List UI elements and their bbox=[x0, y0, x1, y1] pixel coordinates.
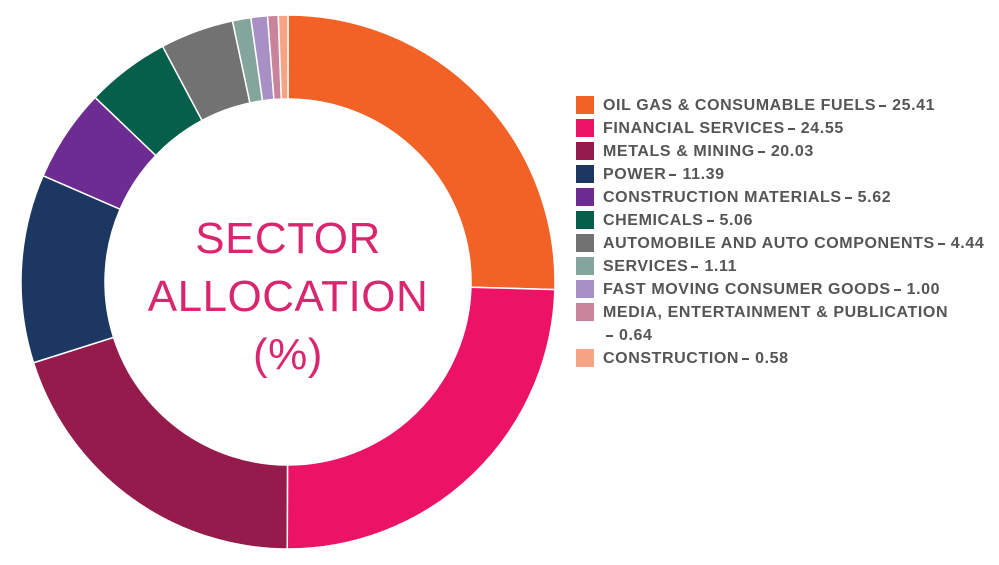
legend-name: AUTOMOBILE AND AUTO COMPONENTS bbox=[603, 235, 935, 252]
legend-name: MEDIA, ENTERTAINMENT & PUBLICATION bbox=[603, 304, 949, 321]
legend-separator bbox=[606, 334, 613, 337]
legend-label: AUTOMOBILE AND AUTO COMPONENTS 4.44 bbox=[603, 232, 988, 255]
legend-item: AUTOMOBILE AND AUTO COMPONENTS 4.44 bbox=[576, 232, 991, 255]
chart-title: SECTOR ALLOCATION (%) bbox=[147, 214, 429, 379]
legend-separator bbox=[669, 173, 677, 176]
legend-value: 1.00 bbox=[906, 281, 941, 298]
legend-item: FAST MOVING CONSUMER GOODS 1.00 bbox=[576, 278, 991, 301]
legend-swatch bbox=[576, 280, 594, 298]
donut-slice bbox=[277, 14, 289, 100]
legend-label: FINANCIAL SERVICES 24.55 bbox=[603, 117, 988, 140]
legend-name: METALS & MINING bbox=[603, 143, 755, 160]
legend-item: MEDIA, ENTERTAINMENT & PUBLICATION 0.64 bbox=[576, 301, 991, 347]
legend-swatch bbox=[576, 234, 594, 252]
legend-value-wrap: 1.00 bbox=[891, 278, 941, 301]
legend-item: FINANCIAL SERVICES 24.55 bbox=[576, 117, 991, 140]
legend-label: CONSTRUCTION 0.58 bbox=[603, 347, 988, 370]
legend-item: CONSTRUCTION 0.58 bbox=[576, 347, 991, 370]
legend-separator bbox=[742, 357, 750, 360]
legend-swatch bbox=[576, 96, 594, 114]
legend-name: SERVICES bbox=[603, 258, 689, 275]
legend-value-wrap: 5.06 bbox=[704, 209, 754, 232]
legend-name: CONSTRUCTION MATERIALS bbox=[603, 189, 842, 206]
legend-label: POWER 11.39 bbox=[603, 163, 988, 186]
legend-label: CHEMICALS 5.06 bbox=[603, 209, 988, 232]
legend: OIL GAS & CONSUMABLE FUELS 25.41 FINANCIAL… bbox=[576, 94, 991, 370]
legend-separator bbox=[893, 288, 901, 291]
legend-name: OIL GAS & CONSUMABLE FUELS bbox=[603, 97, 877, 114]
legend-separator bbox=[844, 196, 852, 199]
legend-swatch bbox=[576, 119, 594, 137]
legend-value: 11.39 bbox=[682, 166, 725, 183]
legend-item: CONSTRUCTION MATERIALS 5.62 bbox=[576, 186, 991, 209]
legend-value-wrap: 4.44 bbox=[935, 232, 985, 255]
legend-swatch bbox=[576, 303, 594, 321]
legend-item: CHEMICALS 5.06 bbox=[576, 209, 991, 232]
legend-value-wrap: 0.64 bbox=[603, 324, 653, 347]
legend-value: 24.55 bbox=[800, 120, 844, 137]
legend-value: 20.03 bbox=[770, 143, 814, 160]
chart bbox=[20, 14, 556, 550]
legend-item: SERVICES 1.11 bbox=[576, 255, 991, 278]
legend-separator bbox=[787, 127, 795, 130]
legend-value-wrap: 20.03 bbox=[755, 140, 814, 163]
legend-value-wrap: 11.39 bbox=[666, 163, 724, 186]
legend-item: POWER 11.39 bbox=[576, 163, 991, 186]
legend-swatch bbox=[576, 211, 594, 229]
legend-swatch bbox=[576, 142, 594, 160]
donut-slice bbox=[20, 174, 122, 364]
legend-label: CONSTRUCTION MATERIALS 5.62 bbox=[603, 186, 988, 209]
legend-name: FINANCIAL SERVICES bbox=[603, 120, 785, 137]
legend-value: 4.44 bbox=[950, 235, 985, 252]
legend-name: CHEMICALS bbox=[603, 212, 704, 229]
legend-separator bbox=[691, 265, 699, 268]
legend-separator bbox=[706, 219, 714, 222]
legend-value-wrap: 5.62 bbox=[842, 186, 892, 209]
donut-slice bbox=[286, 286, 556, 550]
legend-label: MEDIA, ENTERTAINMENT & PUBLICATION 0.64 bbox=[603, 301, 988, 347]
legend-swatch bbox=[576, 165, 594, 183]
legend-item: OIL GAS & CONSUMABLE FUELS 25.41 bbox=[576, 94, 991, 117]
legend-swatch bbox=[576, 188, 594, 206]
legend-label: SERVICES 1.11 bbox=[603, 255, 988, 278]
legend-value: 25.41 bbox=[892, 97, 936, 114]
legend-value-wrap: 1.11 bbox=[688, 255, 737, 278]
legend-separator bbox=[757, 150, 765, 153]
legend-name: CONSTRUCTION bbox=[603, 350, 740, 367]
legend-swatch bbox=[576, 349, 594, 367]
donut-slice bbox=[287, 14, 556, 291]
legend-separator bbox=[879, 104, 887, 107]
legend-value: 5.62 bbox=[857, 189, 892, 206]
legend-name: FAST MOVING CONSUMER GOODS bbox=[603, 281, 891, 298]
legend-label: OIL GAS & CONSUMABLE FUELS 25.41 bbox=[603, 94, 988, 117]
legend-name: POWER bbox=[603, 166, 667, 183]
legend-label: METALS & MINING 20.03 bbox=[603, 140, 988, 163]
legend-value: 5.06 bbox=[719, 212, 754, 229]
legend-value-wrap: 24.55 bbox=[785, 117, 844, 140]
legend-swatch bbox=[576, 257, 594, 275]
legend-value-wrap: 0.58 bbox=[739, 347, 789, 370]
legend-value-wrap: 25.41 bbox=[876, 94, 935, 117]
legend-value: 0.58 bbox=[755, 350, 789, 367]
legend-item: METALS & MINING 20.03 bbox=[576, 140, 991, 163]
legend-label: FAST MOVING CONSUMER GOODS 1.00 bbox=[603, 278, 988, 301]
legend-value: 0.64 bbox=[619, 327, 653, 344]
legend-separator bbox=[937, 242, 945, 245]
legend-value: 1.11 bbox=[704, 258, 738, 275]
